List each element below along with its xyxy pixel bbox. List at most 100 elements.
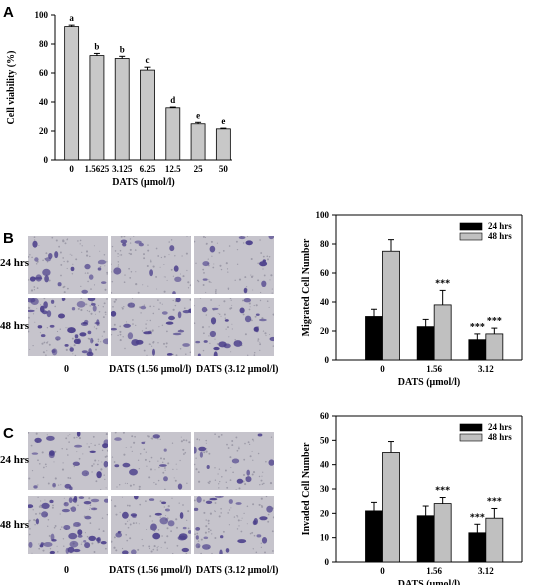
pore-dot xyxy=(262,330,265,332)
pore-dot xyxy=(148,460,151,463)
pore-dot xyxy=(152,265,155,268)
pore-dot xyxy=(152,312,155,315)
pore-dot xyxy=(57,551,59,553)
stained-cell xyxy=(94,321,100,325)
chart-c-bar xyxy=(365,510,383,563)
pore-dot xyxy=(103,330,106,333)
pore-dot xyxy=(31,470,34,472)
pore-dot xyxy=(196,279,199,282)
pore-dot xyxy=(151,329,154,332)
pore-dot xyxy=(63,545,65,547)
pore-dot xyxy=(117,264,119,266)
stained-cell xyxy=(243,298,251,303)
pore-dot xyxy=(128,504,131,507)
chart-b-bar xyxy=(365,316,383,361)
pore-dot xyxy=(147,285,149,287)
pore-dot xyxy=(130,270,133,273)
pore-dot xyxy=(54,525,57,527)
pore-dot xyxy=(66,454,69,456)
pore-dot xyxy=(255,304,258,307)
pore-dot xyxy=(159,438,161,440)
pore-dot xyxy=(126,504,129,507)
pore-dot xyxy=(135,283,138,286)
stained-cell xyxy=(46,435,55,441)
pore-dot xyxy=(170,268,173,271)
stained-cell xyxy=(55,336,61,341)
pore-dot xyxy=(54,450,57,453)
pore-dot xyxy=(85,250,89,253)
chart-b-ytick-label: 0 xyxy=(325,355,330,365)
pore-dot xyxy=(87,280,89,283)
pore-dot xyxy=(220,268,223,271)
pore-dot xyxy=(227,271,229,273)
stained-cell xyxy=(37,325,43,329)
pore-dot xyxy=(63,260,65,263)
chart-c-bar xyxy=(433,503,452,563)
pore-dot xyxy=(184,451,187,454)
pore-dot xyxy=(119,325,122,328)
pore-dot xyxy=(43,466,45,469)
stained-cell xyxy=(149,498,155,501)
stained-cell xyxy=(101,281,107,284)
pore-dot xyxy=(228,336,230,338)
pore-dot xyxy=(265,496,268,498)
stained-cell xyxy=(71,307,76,311)
stained-cell xyxy=(35,518,39,525)
pore-dot xyxy=(174,479,177,482)
pore-dot xyxy=(30,444,33,447)
pore-dot xyxy=(215,290,217,293)
stained-cell xyxy=(113,267,122,275)
stained-cell xyxy=(81,350,88,354)
photo-condition-control-c: 0 xyxy=(64,565,69,576)
pore-dot xyxy=(29,519,31,522)
pore-dot xyxy=(132,319,134,321)
pore-dot xyxy=(131,298,134,299)
micrograph-c-24h-dats-3-12 xyxy=(194,432,274,490)
chart-a-ytick-label: 60 xyxy=(39,68,49,78)
stained-cell xyxy=(70,506,77,512)
pore-dot xyxy=(66,287,69,290)
pore-dot xyxy=(219,264,222,267)
pore-dot xyxy=(222,250,225,252)
pore-dot xyxy=(223,300,226,303)
pore-dot xyxy=(179,459,181,462)
pore-dot xyxy=(251,473,254,476)
pore-dot xyxy=(63,497,65,499)
pore-dot xyxy=(63,291,66,294)
pore-dot xyxy=(99,250,101,252)
pore-dot xyxy=(255,551,258,554)
chart-a-xlabel: DATS (μmol/l) xyxy=(112,177,174,188)
pore-dot xyxy=(132,236,135,237)
pore-dot xyxy=(150,437,152,439)
pore-dot xyxy=(65,348,68,351)
pore-dot xyxy=(245,286,248,288)
pore-dot xyxy=(72,353,74,355)
pore-dot xyxy=(95,327,98,330)
micrograph-b-48h-dats-1-56 xyxy=(111,298,191,356)
pore-dot xyxy=(253,352,256,354)
pore-dot xyxy=(143,253,145,256)
pore-dot xyxy=(271,530,274,533)
pore-dot xyxy=(168,254,170,256)
pore-dot xyxy=(38,547,41,550)
pore-dot xyxy=(203,451,206,454)
pore-dot xyxy=(132,522,135,525)
pore-dot xyxy=(220,508,222,510)
pore-dot xyxy=(164,541,167,544)
pore-dot xyxy=(253,534,256,537)
pore-dot xyxy=(53,461,55,463)
pore-dot xyxy=(224,469,227,472)
pore-dot xyxy=(48,343,51,346)
pore-dot xyxy=(188,441,191,444)
stained-cell xyxy=(77,529,83,536)
pore-dot xyxy=(90,442,92,445)
pore-dot xyxy=(105,433,108,436)
pore-dot xyxy=(103,254,106,256)
stained-cell xyxy=(161,501,167,505)
pore-dot xyxy=(270,274,273,277)
pore-dot xyxy=(59,251,62,254)
stained-cell xyxy=(159,517,169,525)
photo-condition-dats-1-56: DATS (1.56 μmol/l) xyxy=(109,364,192,375)
stained-cell xyxy=(211,307,219,311)
pore-dot xyxy=(166,535,169,538)
